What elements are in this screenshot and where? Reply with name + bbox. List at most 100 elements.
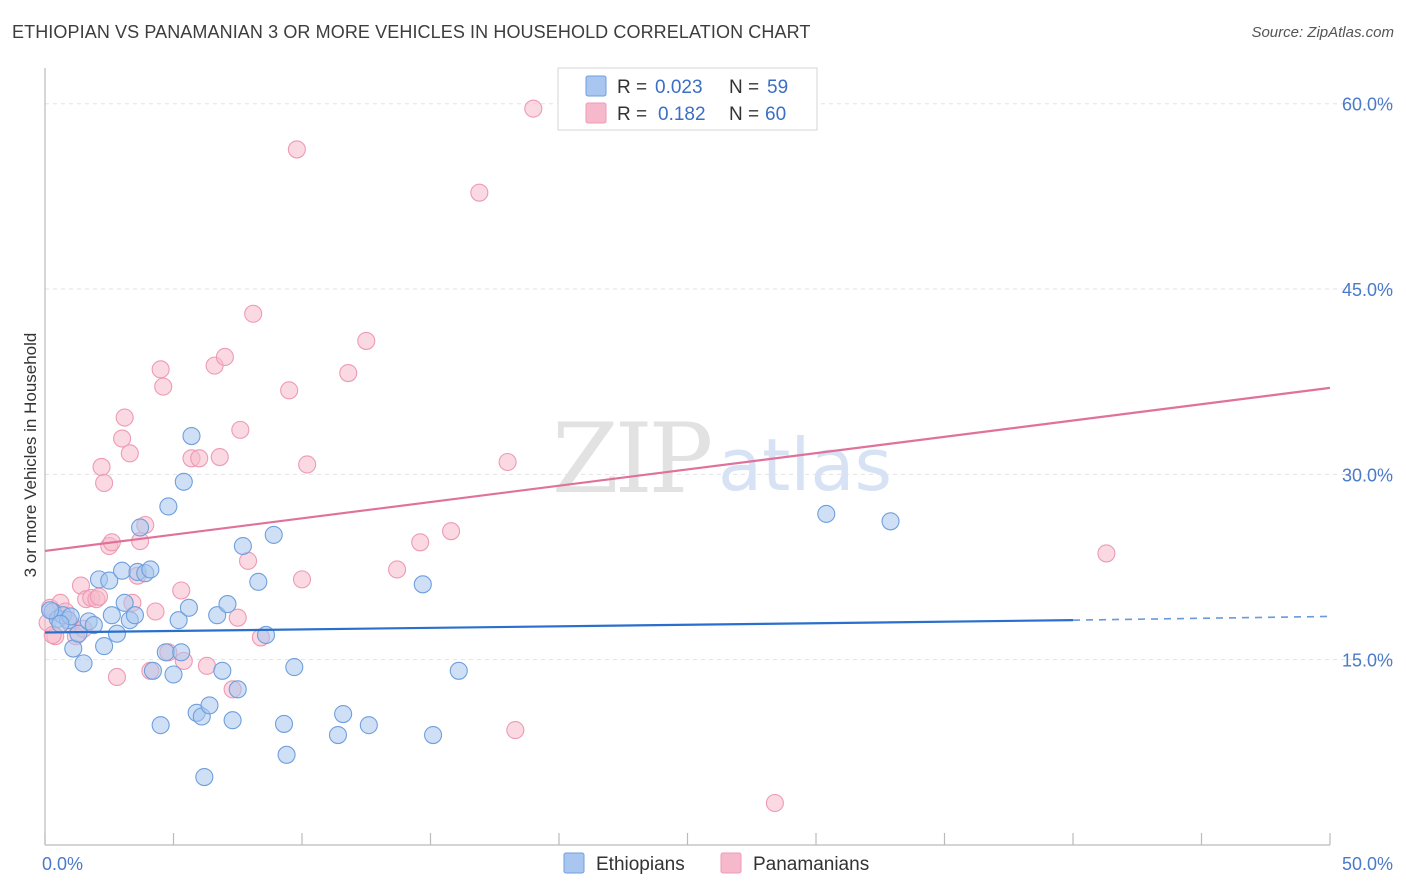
x-axis-ticks [44, 833, 1331, 845]
point-ethiopians-13 [107, 624, 127, 643]
point-ethiopians-52 [424, 725, 443, 745]
bottom-legend-swatch-panamanians [720, 852, 742, 874]
point-ethiopians-39 [223, 711, 242, 730]
trend-line-extension-ethiopians [1072, 615, 1331, 621]
point-panamanians-25 [154, 377, 173, 396]
point-panamanians-53 [506, 721, 525, 740]
point-panamanians-44 [298, 455, 317, 474]
point-panamanians-36 [228, 608, 247, 627]
bottom-legend-swatch-ethiopians [563, 852, 585, 874]
point-ethiopians-53 [449, 661, 468, 680]
point-ethiopians-49 [334, 704, 353, 724]
legend-r-label-panamanians: R = [617, 104, 647, 125]
point-panamanians-48 [411, 533, 430, 552]
point-panamanians-10 [92, 457, 111, 476]
legend-r-value-ethiopians: 0.023 [655, 77, 703, 98]
point-ethiopians-41 [233, 536, 252, 556]
legend-box: R = 0.023 N = 59 R = 0.182 N = 60 [557, 67, 818, 131]
point-ethiopians-42 [249, 572, 268, 591]
legend-swatch-panamanians [585, 102, 607, 124]
point-ethiopians-37 [213, 661, 232, 680]
point-ethiopians-50 [359, 716, 378, 735]
legend-r-value-panamanians: 0.182 [658, 104, 706, 125]
legend-n-value-ethiopians: 59 [767, 77, 788, 98]
point-ethiopians-35 [200, 696, 219, 715]
point-ethiopians-28 [172, 643, 191, 662]
point-ethiopians-10 [95, 637, 114, 656]
source-label: Source: ZipAtlas.com [1251, 24, 1394, 41]
legend-n-value-panamanians: 60 [765, 104, 786, 125]
point-ethiopians-38 [218, 595, 237, 614]
point-ethiopians-23 [151, 716, 170, 735]
point-ethiopians-25 [159, 497, 178, 516]
legend-swatch-ethiopians [585, 75, 607, 97]
y-tick-label-45: 45.0% [1342, 280, 1393, 300]
point-panamanians-14 [107, 667, 127, 687]
point-ethiopians-40 [228, 680, 247, 699]
point-panamanians-51 [498, 452, 517, 472]
y-axis-label: 3 or more Vehicles in Household [21, 333, 40, 578]
point-ethiopians-19 [131, 518, 150, 537]
x-tick-label-max: 50.0% [1342, 854, 1393, 874]
point-panamanians-11 [95, 473, 114, 493]
point-ethiopians-45 [274, 714, 294, 733]
point-panamanians-49 [442, 522, 461, 541]
point-panamanians-41 [280, 381, 299, 400]
gridlines [45, 103, 1393, 661]
point-panamanians-52 [524, 99, 543, 118]
point-ethiopians-44 [264, 525, 283, 544]
point-panamanians-47 [388, 560, 407, 579]
watermark: ZIP atlas [552, 403, 892, 515]
point-ethiopians-58 [51, 614, 70, 633]
point-ethiopians-11 [100, 571, 119, 590]
point-ethiopians-24 [156, 643, 175, 662]
legend-n-label-panamanians: N = [729, 104, 759, 125]
point-panamanians-30 [190, 449, 209, 468]
y-tick-label-15: 15.0% [1342, 651, 1393, 671]
point-panamanians-17 [120, 444, 139, 463]
watermark-atlas: atlas [718, 423, 892, 507]
legend-r-label-ethiopians: R = [617, 77, 647, 98]
watermark-zip: ZIP [552, 403, 711, 515]
point-ethiopians-27 [169, 611, 188, 630]
trend-line-ethiopians [44, 619, 1074, 634]
point-panamanians-42 [287, 140, 306, 159]
point-ethiopians-15 [115, 593, 134, 612]
point-panamanians-46 [357, 331, 376, 350]
point-panamanians-23 [146, 602, 165, 621]
point-panamanians-31 [197, 656, 216, 675]
point-panamanians-39 [244, 304, 263, 323]
point-panamanians-55 [1097, 544, 1116, 563]
point-ethiopians-21 [141, 560, 160, 579]
bottom-legend: Ethiopians Panamanians [563, 852, 869, 875]
point-ethiopians-6 [74, 654, 93, 673]
point-panamanians-37 [231, 420, 250, 439]
point-panamanians-16 [115, 408, 134, 427]
point-ethiopians-34 [195, 767, 214, 787]
point-panamanians-50 [470, 183, 489, 202]
point-ethiopians-48 [328, 725, 348, 745]
series-ethiopians-points [41, 427, 900, 787]
point-ethiopians-12 [102, 606, 121, 625]
y-tick-label-60: 60.0% [1342, 95, 1393, 115]
point-panamanians-33 [210, 448, 229, 467]
point-ethiopians-26 [164, 665, 183, 684]
point-panamanians-43 [292, 570, 312, 589]
point-ethiopians-14 [113, 561, 132, 580]
point-ethiopians-54 [817, 504, 836, 523]
point-ethiopians-17 [125, 606, 144, 625]
point-ethiopians-31 [182, 427, 201, 446]
point-panamanians-27 [172, 581, 191, 600]
legend-n-label-ethiopians: N = [729, 77, 759, 98]
y-tick-label-30: 30.0% [1342, 465, 1393, 485]
trend-lines [44, 386, 1331, 634]
point-ethiopians-22 [143, 661, 162, 680]
chart-title: ETHIOPIAN VS PANAMANIAN 3 OR MORE VEHICL… [12, 22, 811, 42]
point-ethiopians-47 [285, 658, 304, 677]
bottom-legend-label-panamanians: Panamanians [753, 854, 869, 875]
bottom-legend-label-ethiopians: Ethiopians [596, 854, 685, 875]
point-ethiopians-29 [174, 472, 193, 491]
point-ethiopians-8 [84, 616, 103, 635]
point-panamanians-34 [215, 347, 234, 367]
point-panamanians-24 [151, 360, 170, 379]
